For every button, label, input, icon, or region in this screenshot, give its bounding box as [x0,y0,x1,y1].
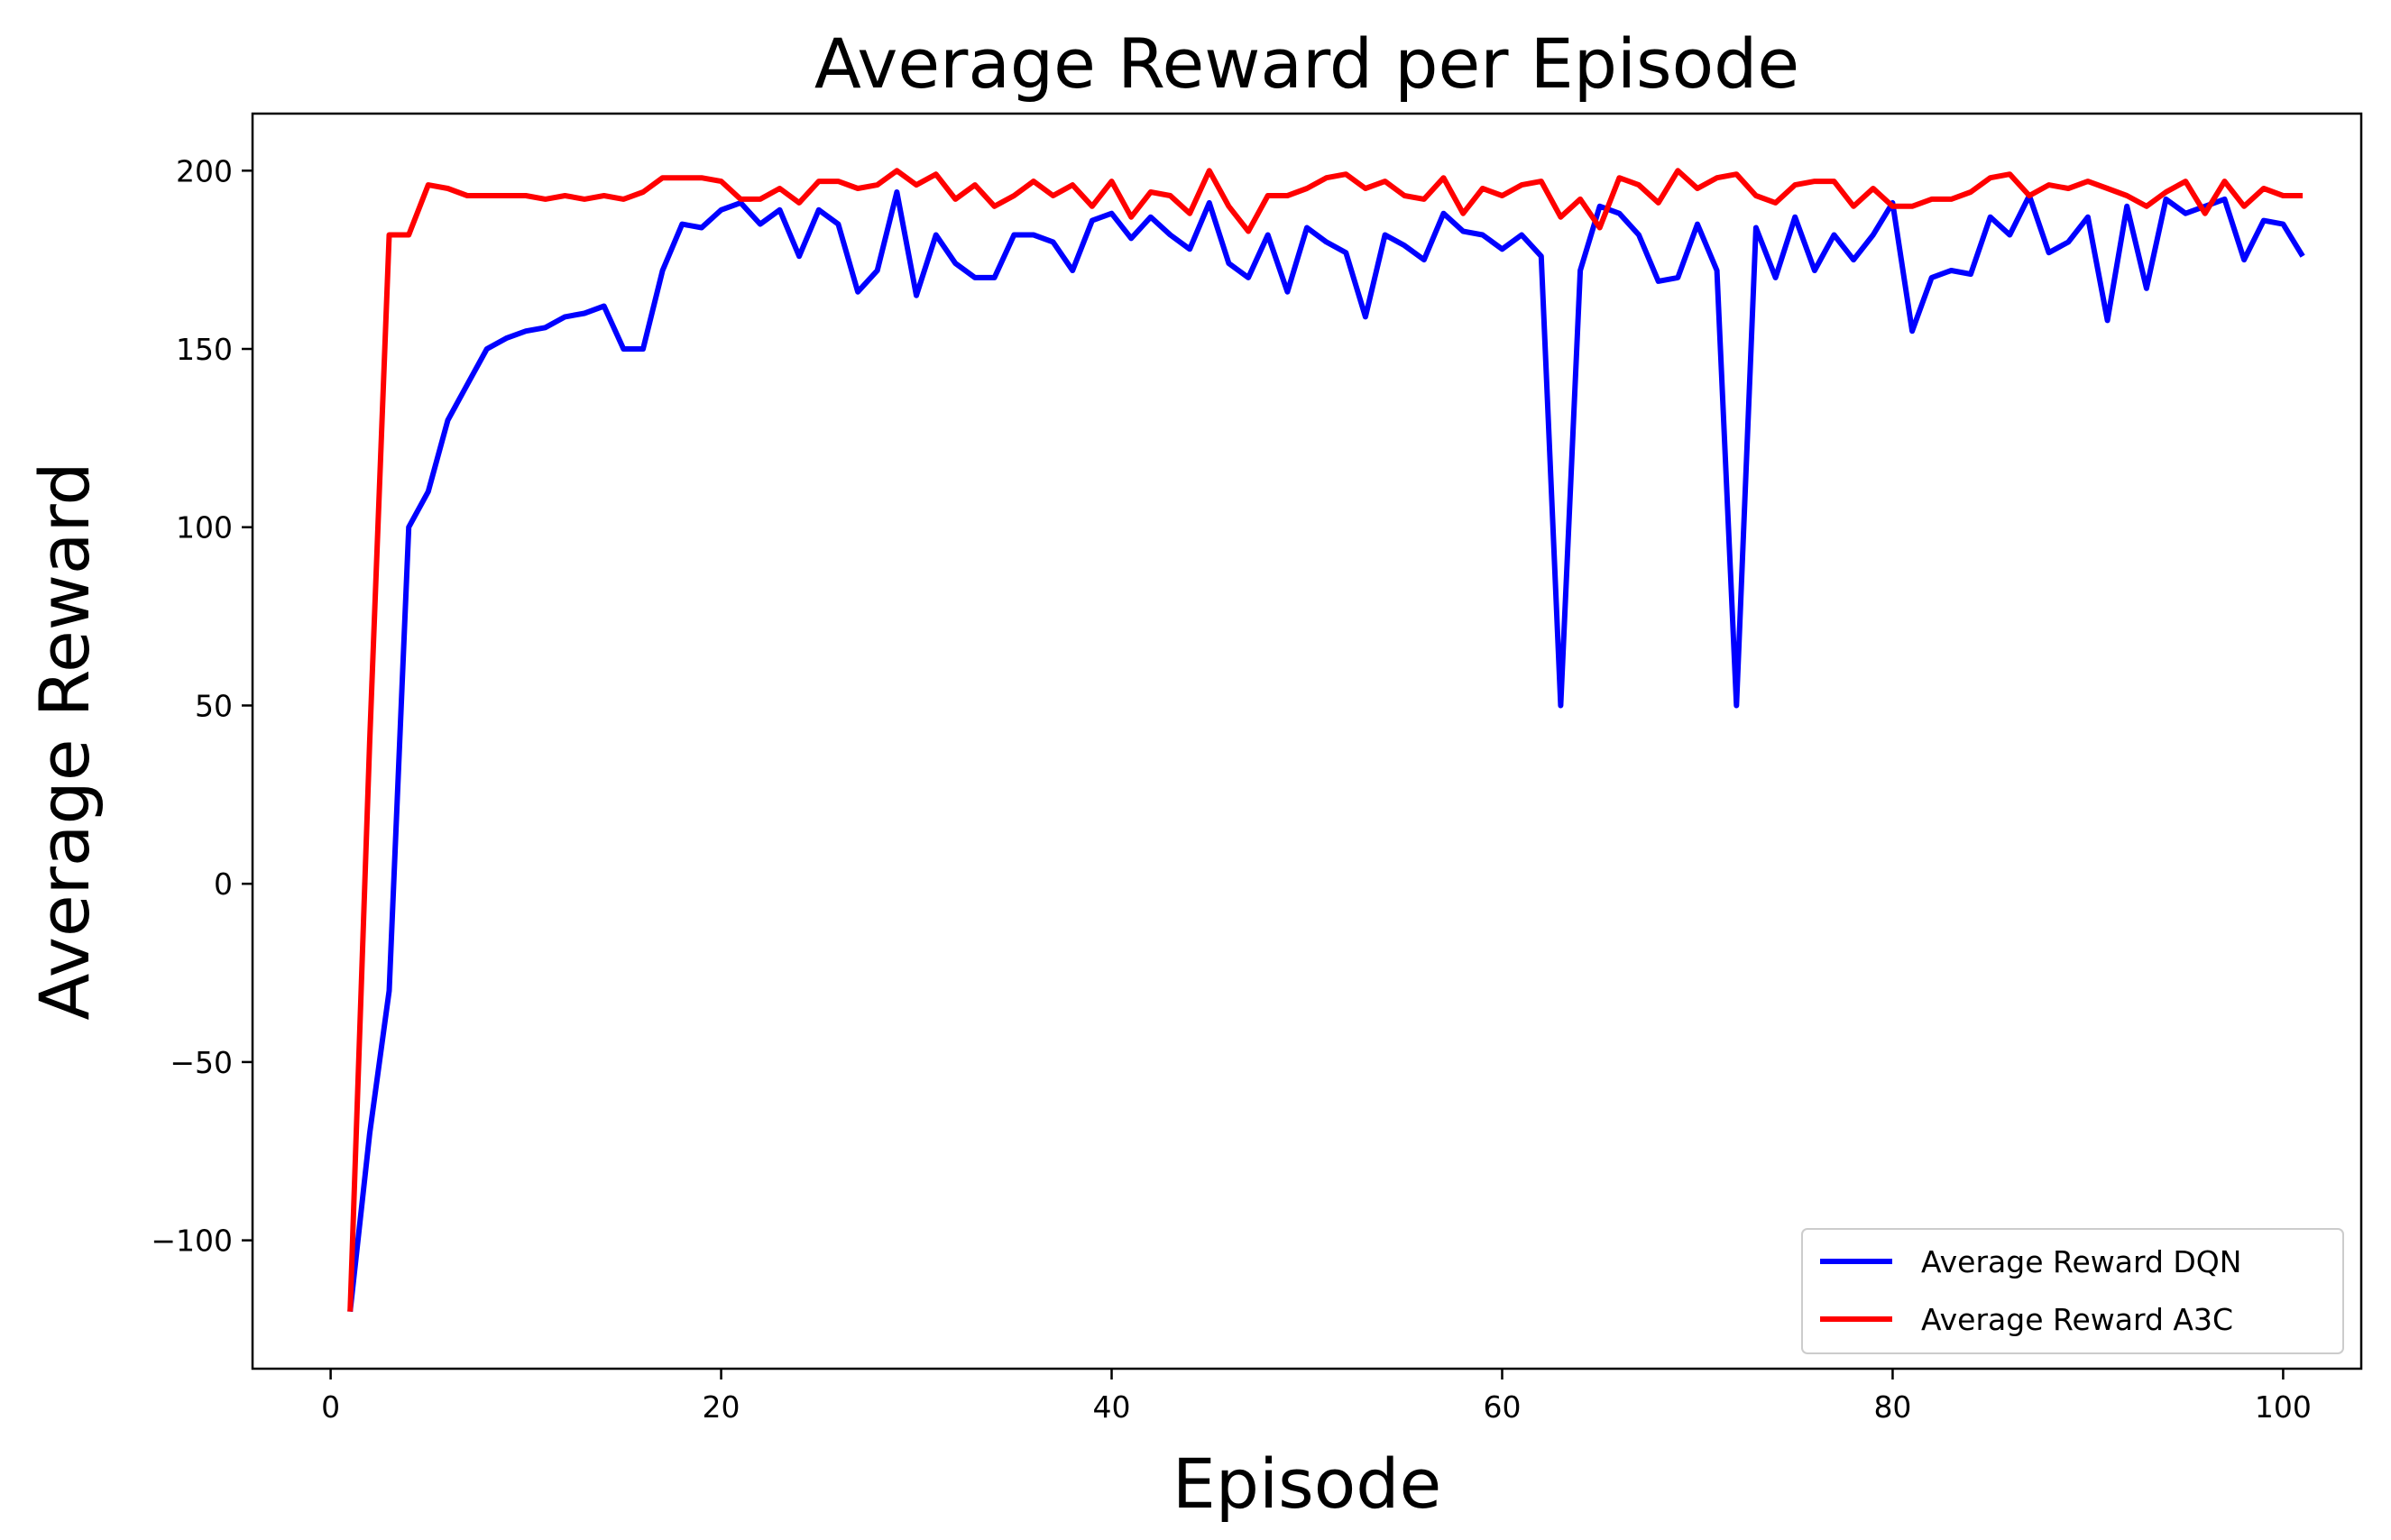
y-axis-label: Average Reward [24,462,105,1020]
y-tick-label: −100 [151,1224,233,1259]
x-axis-ticks: 0 20 40 60 80 100 [321,1369,2312,1425]
x-tick-label: 60 [1483,1389,1521,1425]
plot-area [251,112,2363,1370]
y-tick-label: 200 [176,153,233,188]
x-axis-label: Episode [1173,1444,1441,1524]
x-tick-label: 80 [1873,1389,1911,1425]
x-tick-label: 100 [2255,1389,2312,1425]
legend: Average Reward DQN Average Reward A3C [1801,1228,2344,1354]
legend-label-a3c: Average Reward A3C [1921,1302,2233,1337]
y-tick-label: −50 [170,1045,233,1080]
y-tick-label: 100 [176,510,233,545]
legend-box [1801,1228,2344,1354]
x-tick-label: 0 [321,1389,340,1425]
series-line-dqn [347,189,2305,1313]
legend-label-dqn: Average Reward DQN [1921,1244,2241,1279]
y-tick-label: 0 [214,866,233,902]
series-layer [347,168,2305,1313]
chart-title: Average Reward per Episode [814,23,1799,104]
x-tick-label: 20 [703,1389,740,1425]
y-tick-label: 50 [195,688,233,723]
y-tick-label: 150 [176,332,233,367]
x-tick-label: 40 [1093,1389,1131,1425]
y-axis-ticks: −100 −50 0 50 100 150 200 [151,153,253,1259]
series-line-a3c [347,168,2304,1312]
